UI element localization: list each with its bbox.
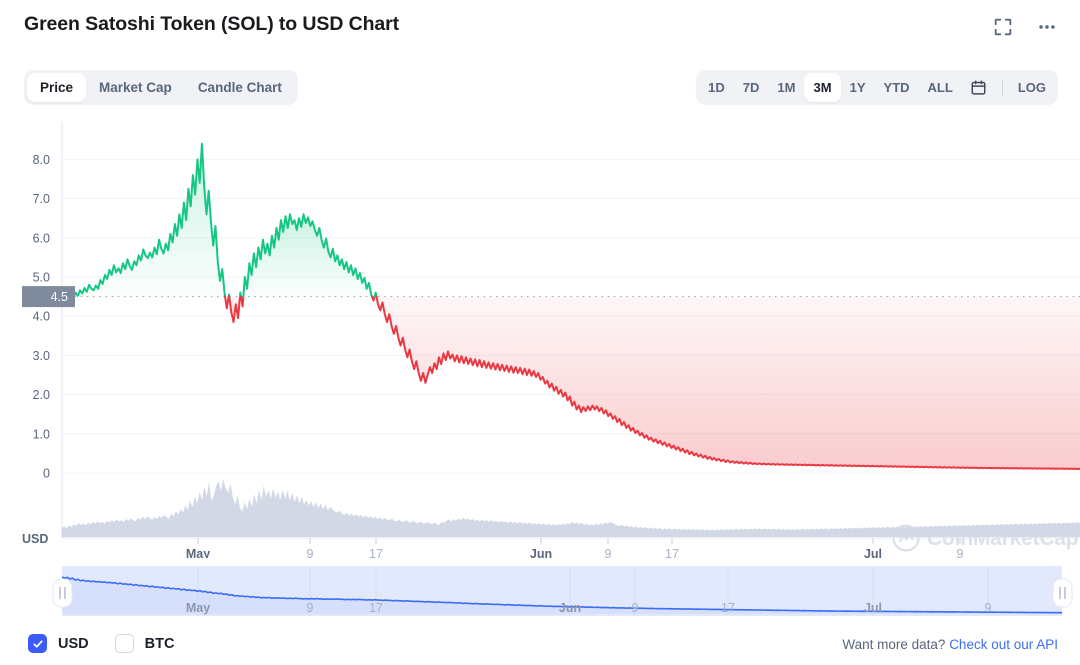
- navigator-handle-right[interactable]: [1052, 578, 1073, 608]
- api-note: Want more data? Check out our API: [842, 637, 1058, 652]
- range-ytd[interactable]: YTD: [883, 80, 910, 95]
- price-line-up: [242, 213, 373, 298]
- log-scale-button[interactable]: LOG: [1017, 80, 1046, 95]
- btc-label: BTC: [144, 635, 175, 652]
- currency-legend: USD BTC: [28, 634, 174, 653]
- range-3m[interactable]: 3M: [804, 73, 841, 102]
- x-axis-labels: May 9 17 Jun 9 17 Jul 9: [186, 547, 964, 558]
- navigator-tick-label: May: [186, 601, 210, 615]
- chart-footer: USD BTC Want more data? Check out our AP…: [0, 630, 1080, 665]
- x-axis-tick-label: 9: [957, 547, 964, 558]
- y-axis-labels: 8.0 7.0 6.0 5.0 4.0 3.0 2.0 1.0 0: [33, 153, 50, 481]
- y-axis-tick-label: 6.0: [33, 231, 50, 245]
- navigator-handle-left[interactable]: [52, 578, 73, 608]
- tab-price[interactable]: Price: [27, 73, 87, 102]
- x-axis-tick-label: Jul: [864, 547, 882, 558]
- y-axis-tick-label: 4.0: [33, 310, 50, 324]
- range-1d[interactable]: 1D: [708, 80, 725, 95]
- price-line-up: [238, 291, 242, 298]
- more-options-icon[interactable]: [1036, 16, 1058, 38]
- navigator-tick-label: 17: [369, 601, 383, 615]
- navigator-svg[interactable]: May 9 17 Jun 9 17 Jul 9: [0, 562, 1080, 624]
- navigator-tick-label: Jul: [864, 601, 882, 615]
- fullscreen-expand-icon[interactable]: [992, 16, 1014, 38]
- coinmarketcap-logo-mark: [899, 532, 914, 542]
- x-axis-tick-label: 17: [665, 547, 679, 558]
- navigator-labels: May 9 17 Jun 9 17 Jul 9: [186, 601, 992, 615]
- legend-item-usd[interactable]: USD: [28, 634, 89, 653]
- x-axis-tick-label: 17: [369, 547, 383, 558]
- price-area-fill: [62, 143, 1080, 469]
- current-price-badge-bg: [22, 286, 75, 308]
- y-axis-tick-label: 3.0: [33, 349, 50, 363]
- current-price-badge-label: 4.5: [51, 290, 68, 304]
- api-prompt-text: Want more data?: [842, 637, 946, 652]
- usd-label: USD: [58, 635, 89, 652]
- navigator-tick-label: 9: [307, 601, 314, 615]
- price-chart: 8.0 7.0 6.0 5.0 4.0 3.0 2.0 1.0 0 CoinMarketCap …: [0, 118, 1080, 558]
- range-1y[interactable]: 1Y: [849, 80, 866, 95]
- control-divider: [1001, 78, 1003, 97]
- price-area-up: [73, 143, 226, 297]
- tab-candle-chart[interactable]: Candle Chart: [197, 80, 282, 95]
- x-axis-tick-label: 9: [307, 547, 314, 558]
- chart-controls: Price Market Cap Candle Chart 1D 7D 1M 3…: [0, 60, 1080, 112]
- range-1m[interactable]: 1M: [777, 80, 796, 95]
- navigator-tick-label: 17: [721, 601, 735, 615]
- navigator-line: [61, 576, 1063, 614]
- navigator-tick-label: 9: [632, 601, 639, 615]
- y-axis-tick-label: 2.0: [33, 388, 50, 402]
- api-link[interactable]: Check out our API: [949, 637, 1058, 652]
- price-line-up: [373, 291, 378, 298]
- price-chart-svg[interactable]: 8.07.06.05.04.03.02.01.00 CoinMarketCap …: [0, 118, 1080, 558]
- price-line-up: [72, 142, 227, 298]
- y-axis-tick-label: 5.0: [33, 270, 50, 284]
- price-area-down: [376, 296, 1080, 469]
- usd-checkbox[interactable]: [28, 634, 47, 653]
- y-axis-tick-label: 8.0: [33, 153, 50, 167]
- legend-item-btc[interactable]: BTC: [114, 634, 175, 653]
- calendar-button[interactable]: [962, 73, 996, 102]
- price-line-down: [370, 295, 376, 302]
- y-axis-tick-label: 7.0: [33, 192, 50, 206]
- price-line-down: [228, 295, 241, 324]
- btc-checkbox[interactable]: [114, 634, 134, 653]
- range-selector: 1D 7D 1M 3M 1Y YTD ALL LOG: [696, 70, 1058, 105]
- navigator-area-fill: [62, 577, 1062, 614]
- range-all[interactable]: ALL: [927, 80, 953, 95]
- x-axis-tick-label: May: [186, 547, 210, 558]
- range-navigator[interactable]: May 9 17 Jun 9 17 Jul 9: [0, 562, 1080, 624]
- calendar-icon: [971, 80, 986, 95]
- x-axis-tick-label: 9: [605, 547, 612, 558]
- price-line-down: [224, 295, 230, 310]
- price-line-down: [375, 295, 1080, 470]
- y-axis-tick-label: 1.0: [33, 427, 50, 441]
- price-area-up: [243, 214, 372, 297]
- page-title: Green Satoshi Token (SOL) to USD Chart: [24, 13, 400, 35]
- current-price-badge: 4.5: [22, 286, 75, 308]
- price-line-down: [239, 295, 245, 308]
- tab-market-cap[interactable]: Market Cap: [99, 80, 172, 95]
- navigator-tick-label: 9: [985, 601, 992, 615]
- header-actions: [992, 16, 1058, 38]
- range-7d[interactable]: 7D: [742, 80, 760, 95]
- navigator-tick-label: Jun: [559, 601, 581, 615]
- checkmark-icon: [32, 639, 43, 648]
- page-header: Green Satoshi Token (SOL) to USD Chart: [0, 0, 1080, 56]
- x-axis-currency-label: USD: [22, 532, 48, 546]
- volume-area-path: [62, 479, 1080, 537]
- chart-type-tabs: Price Market Cap Candle Chart: [24, 70, 298, 105]
- y-axis-tick-label: 0: [43, 467, 50, 481]
- x-axis-tick-label: Jun: [530, 547, 552, 558]
- x-axis-ticks: [197, 538, 961, 544]
- volume-area: [62, 479, 1080, 537]
